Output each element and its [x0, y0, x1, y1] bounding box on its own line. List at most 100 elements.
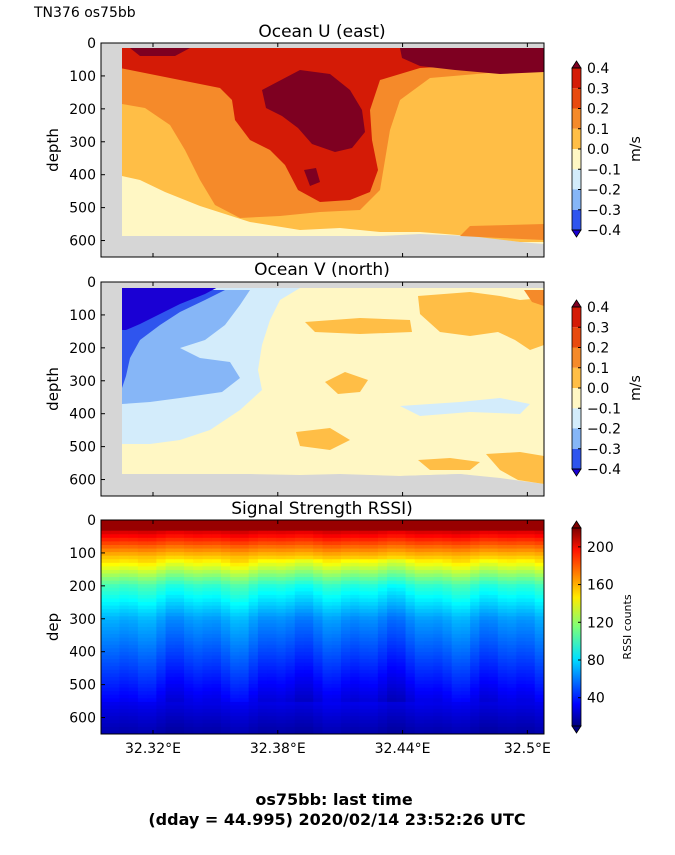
- rssi-cell: [497, 730, 508, 734]
- rssi-cell: [239, 602, 250, 607]
- rssi-cell: [220, 712, 231, 717]
- rssi-cell: [497, 548, 508, 553]
- rssi-cell: [460, 541, 471, 546]
- rssi-cell: [442, 605, 453, 610]
- rssi-cell: [202, 598, 213, 603]
- rssi-cell: [174, 637, 185, 642]
- rssi-cell: [442, 616, 453, 621]
- rssi-cell: [525, 577, 536, 582]
- rssi-cell: [137, 609, 148, 614]
- rssi-cell: [377, 527, 388, 532]
- rssi-cell: [147, 644, 157, 649]
- rssi-cell: [211, 537, 222, 542]
- rssi-cell: [516, 555, 527, 560]
- rssi-cell: [202, 537, 213, 542]
- rssi-cell: [285, 641, 296, 646]
- rssi-cell: [433, 623, 444, 628]
- rssi-cell: [294, 709, 305, 714]
- rssi-cell: [340, 644, 351, 649]
- rssi-cell: [257, 594, 268, 600]
- y-tick-label: 400: [69, 168, 96, 184]
- rssi-cell: [516, 616, 527, 621]
- rssi-cell: [137, 627, 148, 632]
- rssi-cell: [424, 623, 434, 628]
- rssi-cell: [516, 680, 527, 685]
- rssi-cell: [101, 655, 111, 660]
- rssi-cell: [193, 520, 204, 525]
- rssi-cell: [460, 602, 471, 607]
- rssi-cell: [340, 548, 351, 553]
- rssi-cell: [359, 687, 370, 692]
- rssi-cell: [147, 569, 157, 575]
- rssi-cell: [313, 680, 324, 685]
- rssi-cell: [193, 648, 204, 653]
- rssi-cell: [276, 691, 287, 696]
- rssi-cell: [488, 694, 499, 699]
- rssi-cell: [110, 562, 121, 567]
- rssi-cell: [405, 701, 416, 707]
- colorbar-tick-label: −0.1: [587, 162, 621, 178]
- rssi-cell: [313, 716, 324, 721]
- rssi-cell: [451, 669, 462, 674]
- rssi-cell: [451, 569, 462, 575]
- rssi-cell: [101, 566, 111, 571]
- rssi-cell: [165, 687, 176, 692]
- rssi-cell: [424, 544, 434, 550]
- rssi-cell: [442, 716, 453, 721]
- rssi-cell: [101, 520, 111, 525]
- rssi-cell: [414, 691, 425, 696]
- rssi-cell: [220, 530, 231, 535]
- rssi-cell: [257, 605, 268, 610]
- rssi-cell: [507, 527, 517, 532]
- rssi-cell: [137, 566, 148, 571]
- rssi-cell: [405, 634, 416, 639]
- rssi-cell: [340, 662, 351, 667]
- rssi-cell: [165, 662, 176, 667]
- rssi-cell: [387, 552, 397, 557]
- rssi-cell: [460, 726, 471, 732]
- rssi-cell: [377, 698, 388, 703]
- rssi-cell: [257, 580, 268, 585]
- rssi-cell: [525, 651, 536, 657]
- rssi-cell: [460, 580, 471, 585]
- rssi-cell: [396, 584, 407, 589]
- rssi-cell: [451, 644, 462, 649]
- rssi-cell: [220, 698, 231, 703]
- rssi-cell: [184, 587, 194, 592]
- rssi-cell: [368, 651, 379, 657]
- rssi-cell: [285, 594, 296, 600]
- rssi-cell: [322, 537, 333, 542]
- rssi-cell: [313, 730, 324, 734]
- rssi-cell: [128, 630, 139, 635]
- rssi-cell: [101, 577, 111, 582]
- rssi-cell: [359, 637, 370, 642]
- rssi-cell: [294, 691, 305, 696]
- rssi-cell: [479, 569, 490, 575]
- rssi-cell: [359, 552, 370, 557]
- rssi-cell: [433, 520, 444, 525]
- rssi-cell: [276, 634, 287, 639]
- rssi-cell: [119, 580, 130, 585]
- rssi-cell: [119, 637, 130, 642]
- rssi-cell: [433, 662, 444, 667]
- rssi-cell: [193, 634, 204, 639]
- rssi-cell: [525, 534, 536, 539]
- rssi-cell: [304, 655, 314, 660]
- rssi-cell: [156, 709, 167, 714]
- rssi-cell: [451, 577, 462, 582]
- rssi-cell: [424, 616, 434, 621]
- rssi-cell: [110, 577, 121, 582]
- rssi-cell: [119, 627, 130, 632]
- x-tick-label: 32.32°E: [125, 741, 181, 757]
- rssi-cell: [479, 651, 490, 657]
- rssi-cell: [220, 534, 231, 539]
- rssi-cell: [322, 723, 333, 728]
- rssi-cell: [110, 644, 121, 649]
- rssi-cell: [304, 719, 314, 724]
- rssi-cell: [387, 716, 397, 721]
- rssi-cell: [211, 691, 222, 696]
- rssi-cell: [442, 623, 453, 628]
- rssi-cell: [525, 709, 536, 714]
- rssi-cell: [479, 609, 490, 614]
- rssi-cell: [128, 627, 139, 632]
